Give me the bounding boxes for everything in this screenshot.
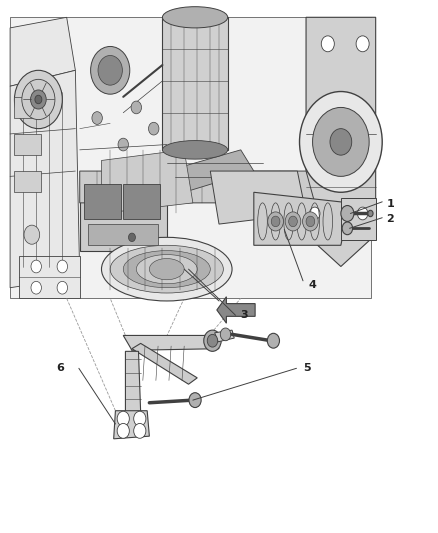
Circle shape (285, 212, 301, 231)
Circle shape (24, 225, 40, 244)
Bar (84, 184, 121, 219)
Circle shape (313, 108, 369, 176)
Circle shape (35, 95, 42, 104)
Polygon shape (10, 17, 75, 86)
Circle shape (189, 393, 201, 408)
Ellipse shape (102, 237, 232, 301)
Circle shape (31, 260, 42, 273)
Circle shape (14, 70, 62, 128)
Polygon shape (102, 150, 193, 214)
Circle shape (31, 281, 42, 294)
Circle shape (128, 233, 135, 241)
Circle shape (207, 334, 218, 347)
Polygon shape (125, 351, 141, 414)
Circle shape (268, 212, 283, 231)
Polygon shape (123, 335, 219, 350)
Circle shape (57, 260, 67, 273)
Ellipse shape (149, 259, 184, 280)
Text: FWD: FWD (258, 305, 282, 314)
Circle shape (57, 281, 67, 294)
Circle shape (148, 122, 159, 135)
Text: 1: 1 (387, 199, 394, 209)
Text: 6: 6 (57, 364, 64, 373)
Circle shape (267, 333, 279, 348)
Circle shape (118, 138, 128, 151)
Text: 5: 5 (303, 364, 311, 373)
Polygon shape (19, 256, 80, 298)
Polygon shape (80, 171, 315, 203)
Ellipse shape (136, 255, 197, 284)
Polygon shape (306, 17, 376, 266)
Circle shape (220, 328, 231, 341)
Circle shape (330, 128, 352, 155)
Circle shape (271, 216, 280, 227)
Circle shape (117, 423, 129, 438)
Circle shape (300, 92, 382, 192)
Text: 3: 3 (241, 310, 248, 320)
Circle shape (204, 330, 221, 351)
Polygon shape (80, 176, 167, 251)
Polygon shape (341, 198, 376, 240)
Text: 4: 4 (308, 280, 316, 290)
Ellipse shape (123, 251, 210, 288)
Circle shape (131, 101, 141, 114)
Polygon shape (114, 411, 149, 439)
Circle shape (306, 216, 315, 227)
Polygon shape (162, 17, 228, 150)
Polygon shape (167, 150, 254, 192)
Polygon shape (10, 70, 80, 288)
Polygon shape (132, 343, 197, 384)
Circle shape (22, 79, 55, 119)
Polygon shape (217, 297, 255, 323)
Polygon shape (10, 17, 371, 298)
Circle shape (134, 411, 146, 426)
Bar (88, 224, 158, 245)
Circle shape (310, 207, 320, 220)
Ellipse shape (162, 7, 228, 28)
Text: 2: 2 (387, 214, 394, 224)
Bar (14, 134, 41, 155)
Circle shape (342, 222, 353, 235)
Circle shape (357, 207, 368, 220)
Polygon shape (210, 171, 306, 224)
Circle shape (98, 55, 122, 85)
Bar (123, 184, 160, 219)
Ellipse shape (162, 141, 228, 159)
Circle shape (368, 211, 373, 216)
Bar (14, 97, 41, 118)
Circle shape (31, 90, 46, 109)
Circle shape (341, 206, 354, 221)
Ellipse shape (110, 245, 223, 293)
Circle shape (134, 423, 146, 438)
Circle shape (303, 212, 318, 231)
Circle shape (92, 112, 102, 124)
Polygon shape (254, 192, 350, 245)
Circle shape (91, 46, 130, 94)
Circle shape (321, 36, 334, 52)
Bar (14, 171, 41, 192)
Circle shape (289, 216, 297, 227)
Polygon shape (215, 330, 234, 342)
Circle shape (117, 411, 129, 426)
Circle shape (356, 36, 369, 52)
